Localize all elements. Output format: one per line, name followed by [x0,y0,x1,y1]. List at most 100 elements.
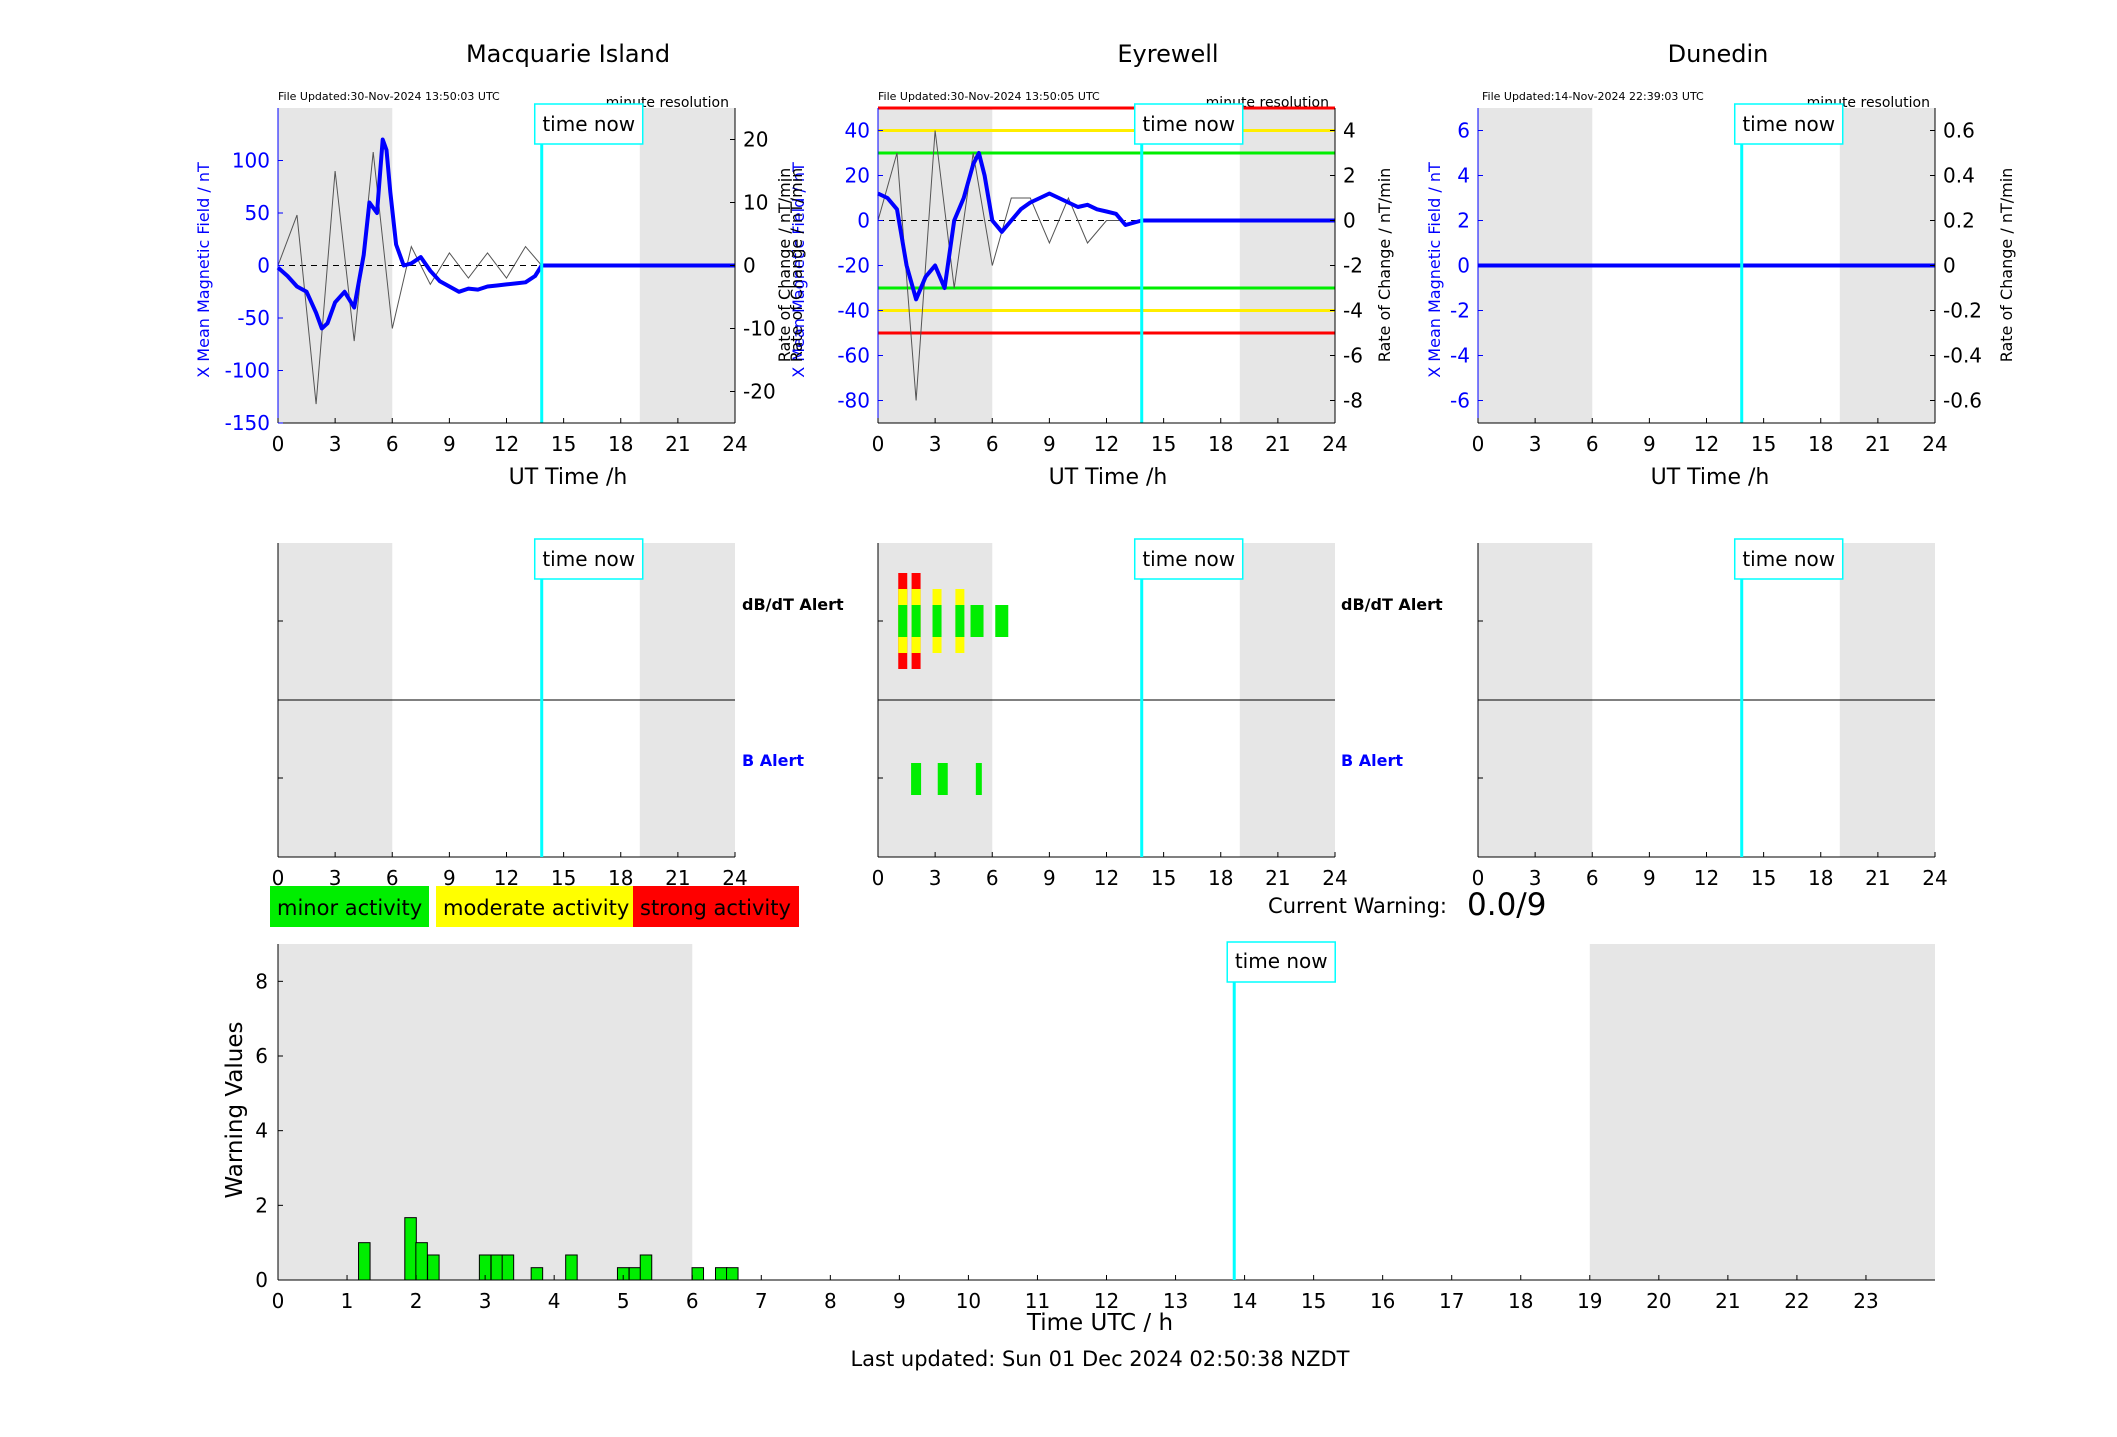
time-now-box [1226,941,1336,983]
y-right-tick-label: -0.4 [1943,344,1982,368]
night-shade [1239,108,1335,423]
mean-field-line [877,151,1335,302]
warning-value-bar [530,1267,544,1281]
x-tick-label: 12 [494,432,519,456]
y-left-tick-label: 2 [1457,209,1470,233]
y-right-tick-label: 0.6 [1943,119,1975,143]
dunedin-field-panel: Dunedin File Updated:14-Nov-2024 22:39:0… [1425,40,2016,490]
moderate-activity-swatch [436,886,633,927]
minor-dbdt-alert-bar [955,605,965,637]
eyrewell-right-axis-label: Rate of Change / nT/min [1375,168,1394,363]
night-shade [1589,944,1935,1280]
y-right-tick-label: -0.2 [1943,299,1982,323]
time-now-box [533,103,644,145]
b-alert-label: B Alert [1341,751,1403,770]
y-left-tick-label: -60 [837,344,870,368]
x-axis-label: UT Time /h [509,465,628,490]
warning-value-bar [404,1217,417,1281]
warning-value-bar [358,1242,371,1281]
last-updated-text: Last updated: Sun 01 Dec 2024 02:50:38 N… [850,1347,1349,1371]
eyrewell-alert-panel: time now 0 3 6 9 12 15 18 21 24 [872,538,1348,890]
x-tick-label: 18 [1808,432,1833,456]
file-updated-text: File Updated:30-Nov-2024 13:50:03 UTC [278,90,500,103]
y-axis-right-label: Rate of Change / nT/min [1997,168,2016,363]
y-axis-left-label: X Mean Magnetic Field / nT [194,162,213,378]
y-left-tick-label: 0 [857,209,870,233]
y-right-tick-label: 0 [1343,209,1356,233]
y-right-tick-label: -2 [1343,254,1363,278]
x-tick-label: 4 [548,1289,561,1313]
x-tick-label: 9 [1043,866,1056,890]
time-now-label: time now [1742,112,1835,136]
y-tick-label: 2 [255,1193,268,1217]
x-tick-label: 24 [722,432,747,456]
y-right-tick-label: -20 [743,380,776,404]
x-tick-label: 12 [1094,866,1119,890]
x-tick-label: 21 [1865,866,1890,890]
x-tick-label: 24 [1322,866,1347,890]
x-tick-label: 2 [410,1289,423,1313]
time-now-label: time now [1235,949,1328,973]
x-tick-label: 18 [1508,1289,1533,1313]
y-right-tick-label: -6 [1343,344,1363,368]
warning-value-bar [427,1254,440,1281]
time-now-label: time now [542,112,635,136]
x-tick-label: 9 [443,866,456,890]
minor-b-alert-bar [911,763,922,795]
x-tick-label: 21 [1265,866,1290,890]
x-tick-label: 0 [272,1289,285,1313]
station-title: Macquarie Island [466,40,670,68]
x-tick-label: 9 [443,432,456,456]
x-tick-label: 15 [1301,1289,1326,1313]
current-warning-label: Current Warning: [1268,894,1447,918]
y-left-tick-label: -2 [1450,299,1470,323]
time-now-box [1733,538,1844,580]
x-tick-label: 19 [1577,1289,1602,1313]
y-left-tick-label: 40 [845,119,870,143]
minor-activity-label: minor activity [277,896,422,920]
x-tick-label: 24 [1322,432,1347,456]
x-tick-label: 3 [929,866,942,890]
y-right-tick-label: 0.4 [1943,164,1975,188]
x-tick-label: 10 [956,1289,981,1313]
x-tick-label: 9 [1043,432,1056,456]
warning-value-bar [726,1267,739,1281]
y-right-tick-label: -0.6 [1943,389,1982,413]
minor-dbdt-alert-bar [911,605,921,637]
y-right-tick-label: 0.2 [1943,209,1975,233]
x-tick-label: 6 [386,866,399,890]
x-tick-label: 18 [1208,432,1233,456]
warning-value-bar [565,1254,578,1281]
minor-b-alert-bar [937,763,948,795]
time-now-box [1133,103,1244,145]
y-axis-right-label: Rate of Change / nT/min [1375,168,1394,363]
x-tick-label: 18 [608,432,633,456]
x-tick-label: 15 [1151,432,1176,456]
y-tick-label: 0 [255,1268,268,1292]
x-axis-label: UT Time /h [1049,465,1168,490]
warning-value-bar [639,1254,653,1281]
warning-value-bar [490,1254,504,1281]
x-tick-label: 21 [1715,1289,1740,1313]
x-tick-label: 6 [986,866,999,890]
y-axis-right-label: Rate of Change / nT/min [787,168,806,363]
y-left-tick-label: -50 [237,306,270,330]
y-right-tick-label: 4 [1343,119,1356,143]
x-tick-label: 6 [1586,432,1599,456]
x-tick-label: 24 [1922,432,1947,456]
warning-value-bar [628,1267,642,1281]
x-tick-label: 8 [824,1289,837,1313]
file-updated-text: File Updated:30-Nov-2024 13:50:05 UTC [878,90,1100,103]
x-tick-label: 0 [1472,432,1485,456]
time-now-label: time now [542,547,635,571]
y-right-tick-label: 0 [1943,254,1956,278]
y-left-tick-label: -20 [837,254,870,278]
x-tick-label: 1 [341,1289,354,1313]
y-tick-label: 8 [255,969,268,993]
warning-values-ylabel: Warning Values [222,1021,248,1198]
x-tick-label: 0 [872,866,885,890]
time-now-label: time now [1742,547,1835,571]
